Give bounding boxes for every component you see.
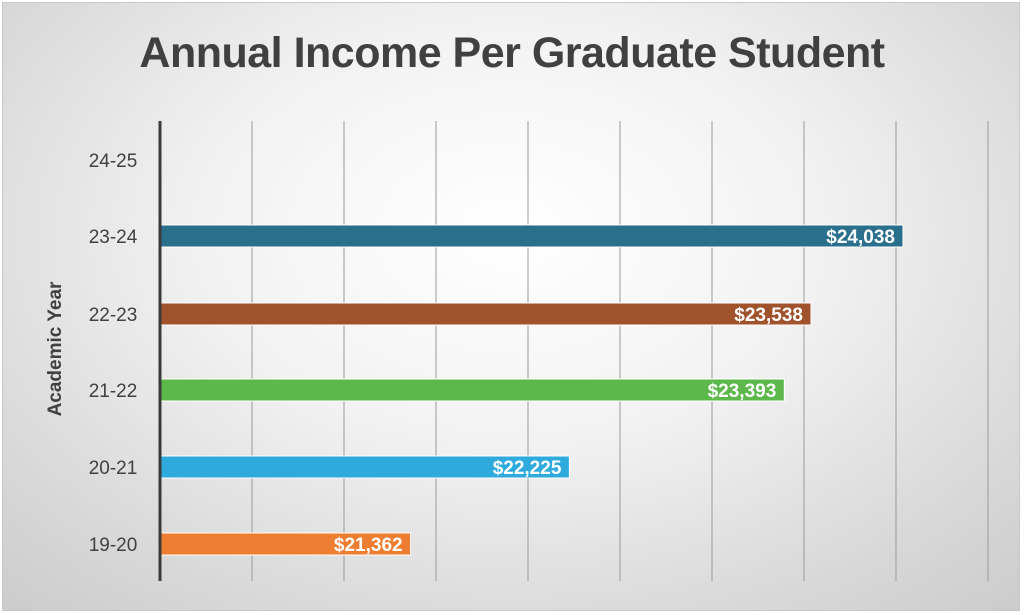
y-tick-label-20-21: 20-21: [89, 458, 138, 479]
bars: $21,362 $22,225 $23,393 $23,538 $24,038: [160, 224, 904, 556]
chart-title: Annual Income Per Graduate Student: [139, 29, 885, 77]
data-label-23-24: $24,038: [826, 227, 895, 248]
y-tick-label-24-25: 24-25: [89, 151, 138, 172]
data-label-22-23: $23,538: [734, 305, 803, 326]
y-axis-title: Academic Year: [45, 281, 66, 416]
bar-23-24: [160, 224, 904, 248]
y-tick-label-23-24: 23-24: [89, 227, 138, 248]
data-label-19-20: $21,362: [334, 535, 403, 556]
bar-21-22: [160, 378, 785, 402]
gridlines: [251, 121, 989, 581]
data-label-20-21: $22,225: [493, 458, 562, 479]
y-tick-label-21-22: 21-22: [89, 381, 138, 402]
y-tick-labels: 19-20 20-21 21-22 22-23 23-24 24-25: [89, 151, 138, 556]
y-tick-label-19-20: 19-20: [89, 535, 138, 556]
y-tick-label-22-23: 22-23: [89, 305, 138, 326]
data-label-21-22: $23,393: [708, 381, 777, 402]
plot-svg: $21,362 $22,225 $23,393 $23,538 $24,038 19-2…: [45, 121, 989, 581]
bar-22-23: [160, 302, 812, 326]
